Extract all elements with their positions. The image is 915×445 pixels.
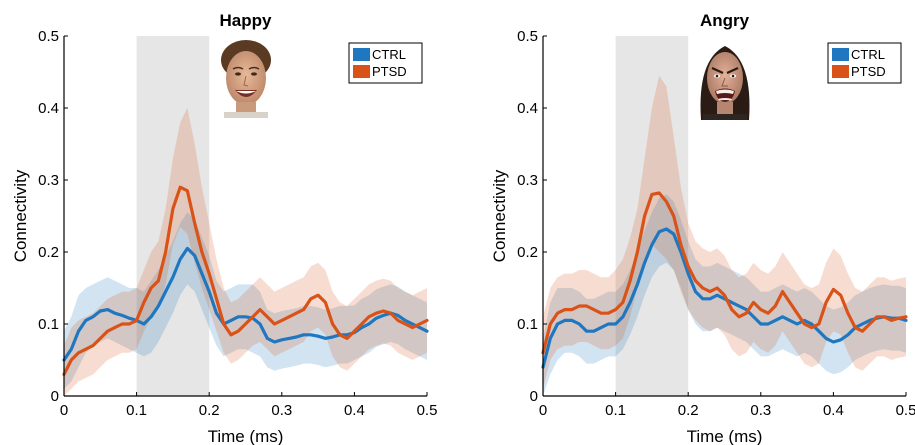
- y-axis-label: Connectivity: [11, 169, 30, 262]
- legend: CTRL PTSD: [348, 42, 423, 84]
- x-tick-label: 0.1: [126, 402, 147, 419]
- x-tick-label: 0: [60, 402, 68, 419]
- legend-swatch-ctrl: [832, 48, 849, 61]
- x-tick-label: 0.4: [823, 402, 844, 419]
- series-line-ctrl: [62, 246, 429, 362]
- legend-label-ptsd: PTSD: [851, 64, 886, 79]
- legend-label-ctrl: CTRL: [372, 47, 406, 62]
- series-line-ctrl: [541, 227, 908, 369]
- y-tick-label: 0.3: [38, 172, 59, 189]
- legend-swatch-ptsd: [832, 65, 849, 78]
- y-tick-label: 0.2: [38, 244, 59, 261]
- y-tick-label: 0.5: [517, 28, 538, 45]
- x-tick-label: 0.2: [678, 402, 699, 419]
- y-tick-label: 0.1: [38, 316, 59, 333]
- happy-face-face-image: [218, 38, 274, 118]
- y-tick-label: 0: [51, 388, 59, 405]
- y-tick-label: 0.5: [38, 28, 59, 45]
- chart-panel-happy: 0 0.1 0.2 0.3 0.4 0.5 0 0.1 0.2 0.3 0.4 0.5 Happy Tim…: [11, 11, 437, 445]
- x-tick-label: 0.2: [199, 402, 220, 419]
- y-tick-label: 0.4: [517, 100, 538, 117]
- highlight-window: [615, 36, 689, 396]
- legend-label-ctrl: CTRL: [851, 47, 885, 62]
- chart-title: Happy: [220, 11, 273, 30]
- x-tick-label: 0.4: [344, 402, 365, 419]
- x-tick-label: 0.3: [271, 402, 292, 419]
- chart-panel-angry: 0 0.1 0.2 0.3 0.4 0.5 0 0.1 0.2 0.3 0.4 0.5 Angry Tim…: [490, 11, 915, 445]
- x-tick-label: 0.1: [605, 402, 626, 419]
- x-tick-label: 0.5: [896, 402, 915, 419]
- y-tick-label: 0.4: [38, 100, 59, 117]
- band-ctrl: [64, 212, 427, 389]
- legend-label-ptsd: PTSD: [372, 64, 407, 79]
- legend-swatch-ctrl: [353, 48, 370, 61]
- y-tick-label: 0.3: [517, 172, 538, 189]
- band-ptsd: [543, 75, 906, 389]
- series-line-ptsd: [541, 191, 908, 355]
- x-tick-label: 0.3: [750, 402, 771, 419]
- band-ptsd: [64, 108, 427, 396]
- x-tick-label: 0.5: [417, 402, 438, 419]
- x-tick-label: 0: [539, 402, 547, 419]
- legend: CTRL PTSD: [827, 42, 902, 84]
- y-tick-label: 0: [530, 388, 538, 405]
- y-axis-label: Connectivity: [490, 169, 509, 262]
- series-line-ptsd: [62, 185, 429, 376]
- angry-face-face-image: [697, 40, 753, 120]
- x-axis-label: Time (ms): [687, 427, 763, 445]
- chart-title: Angry: [700, 11, 750, 30]
- y-tick-label: 0.1: [517, 316, 538, 333]
- x-axis-label: Time (ms): [208, 427, 284, 445]
- y-tick-label: 0.2: [517, 244, 538, 261]
- legend-swatch-ptsd: [353, 65, 370, 78]
